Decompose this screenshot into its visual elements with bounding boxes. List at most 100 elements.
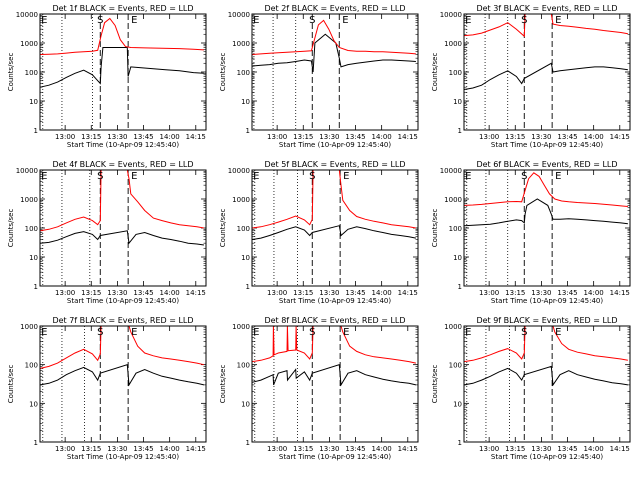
y-tick-label: 100 bbox=[25, 362, 38, 370]
x-tick-label: 13:45 bbox=[133, 133, 153, 141]
y-tick-label: 1 bbox=[246, 283, 250, 291]
chart-title: Det 6f BLACK = Events, RED = LLD bbox=[476, 160, 617, 169]
marker-e-end: E bbox=[343, 171, 349, 182]
plot-frame bbox=[39, 325, 207, 443]
marker-s: S bbox=[521, 327, 527, 338]
y-tick-label: 10000 bbox=[440, 11, 462, 19]
y-axis-label: Counts/sec bbox=[7, 209, 15, 248]
y-tick-label: 1000 bbox=[444, 323, 462, 331]
y-tick-label: 1000 bbox=[20, 323, 38, 331]
marker-s: S bbox=[521, 15, 527, 26]
events-series-line bbox=[40, 364, 205, 387]
marker-e-end: E bbox=[131, 15, 137, 26]
x-tick-label: 13:15 bbox=[293, 289, 313, 297]
y-tick-label: 1 bbox=[34, 127, 38, 135]
x-tick-label: 14:00 bbox=[584, 445, 604, 453]
y-tick-label: 10000 bbox=[16, 167, 38, 175]
x-tick-label: 13:45 bbox=[133, 289, 153, 297]
y-axis-label: Counts/sec bbox=[431, 209, 439, 248]
x-tick-label: 14:00 bbox=[584, 133, 604, 141]
y-tick-label: 1 bbox=[458, 283, 462, 291]
y-tick-label: 10000 bbox=[228, 167, 250, 175]
x-tick-label: 13:00 bbox=[479, 289, 499, 297]
plot-frame bbox=[251, 13, 419, 131]
y-tick-label: 100 bbox=[25, 69, 38, 77]
x-tick-label: 13:15 bbox=[293, 445, 313, 453]
x-tick-label: 14:15 bbox=[398, 133, 418, 141]
x-axis-label: Start Time (10-Apr-09 12:45:40) bbox=[279, 453, 391, 461]
x-tick-label: 14:00 bbox=[372, 445, 392, 453]
lld-series-line bbox=[252, 170, 416, 229]
marker-e-end: E bbox=[131, 327, 137, 338]
y-tick-label: 1 bbox=[458, 127, 462, 135]
plot-frame bbox=[463, 169, 631, 287]
marker-e-end: E bbox=[342, 15, 348, 26]
marker-e-start: E bbox=[465, 15, 471, 26]
x-axis-label: Start Time (10-Apr-09 12:45:40) bbox=[279, 297, 391, 305]
y-axis-label: Counts/sec bbox=[7, 53, 15, 92]
chart-title: Det 1f BLACK = Events, RED = LLD bbox=[52, 4, 193, 13]
x-axis-label: Start Time (10-Apr-09 12:45:40) bbox=[67, 141, 179, 149]
plot-frame bbox=[463, 325, 631, 443]
y-axis-label: Counts/sec bbox=[7, 365, 15, 404]
x-tick-label: 14:15 bbox=[398, 289, 418, 297]
lld-series-line bbox=[464, 172, 628, 207]
marker-e-start: E bbox=[465, 327, 471, 338]
x-tick-label: 13:30 bbox=[107, 289, 127, 297]
lld-series-line bbox=[40, 170, 204, 232]
marker-s: S bbox=[97, 171, 103, 182]
x-axis-label: Start Time (10-Apr-09 12:45:40) bbox=[67, 297, 179, 305]
y-tick-label: 1000 bbox=[444, 196, 462, 204]
y-tick-label: 10 bbox=[29, 254, 38, 262]
lld-series-line bbox=[464, 14, 628, 38]
x-tick-label: 13:30 bbox=[319, 445, 339, 453]
plot-frame bbox=[251, 169, 419, 287]
marker-s: S bbox=[97, 327, 103, 338]
y-tick-label: 10000 bbox=[228, 11, 250, 19]
y-tick-label: 10000 bbox=[440, 167, 462, 175]
marker-e-end: E bbox=[555, 171, 561, 182]
x-tick-label: 14:00 bbox=[160, 289, 180, 297]
y-tick-label: 1000 bbox=[232, 40, 250, 48]
x-tick-label: 14:00 bbox=[372, 289, 392, 297]
x-tick-label: 13:15 bbox=[81, 133, 101, 141]
y-axis-label: Counts/sec bbox=[219, 365, 227, 404]
marker-s: S bbox=[309, 327, 315, 338]
y-tick-label: 1000 bbox=[232, 323, 250, 331]
y-tick-label: 10 bbox=[453, 254, 462, 262]
x-tick-label: 13:30 bbox=[531, 445, 551, 453]
marker-e-end: E bbox=[555, 327, 561, 338]
y-axis-label: Counts/sec bbox=[431, 365, 439, 404]
y-tick-label: 10 bbox=[29, 98, 38, 106]
marker-e-start: E bbox=[41, 15, 47, 26]
x-tick-label: 13:15 bbox=[505, 289, 525, 297]
y-tick-label: 1 bbox=[246, 127, 250, 135]
marker-e-end: E bbox=[131, 171, 137, 182]
lld-series-line bbox=[464, 326, 628, 363]
x-tick-label: 13:15 bbox=[505, 133, 525, 141]
x-tick-label: 14:15 bbox=[610, 289, 630, 297]
marker-e-start: E bbox=[253, 327, 259, 338]
x-tick-label: 13:00 bbox=[55, 289, 75, 297]
x-tick-label: 13:00 bbox=[55, 133, 75, 141]
y-axis-label: Counts/sec bbox=[431, 53, 439, 92]
x-tick-label: 13:00 bbox=[479, 133, 499, 141]
marker-e-start: E bbox=[41, 171, 47, 182]
y-tick-label: 100 bbox=[449, 225, 462, 233]
y-tick-label: 1000 bbox=[444, 40, 462, 48]
plot-frame bbox=[39, 13, 207, 131]
events-series-line bbox=[40, 47, 204, 88]
y-tick-label: 100 bbox=[449, 69, 462, 77]
x-axis-label: Start Time (10-Apr-09 12:45:40) bbox=[491, 297, 603, 305]
y-tick-label: 1000 bbox=[20, 40, 38, 48]
x-tick-label: 13:45 bbox=[557, 133, 577, 141]
x-tick-label: 13:30 bbox=[531, 289, 551, 297]
y-tick-label: 100 bbox=[237, 362, 250, 370]
lld-series-line bbox=[252, 326, 417, 364]
x-tick-label: 13:00 bbox=[267, 289, 287, 297]
y-tick-label: 1 bbox=[458, 439, 462, 447]
marker-e-start: E bbox=[253, 15, 259, 26]
chart-title: Det 5f BLACK = Events, RED = LLD bbox=[264, 160, 405, 169]
x-tick-label: 14:15 bbox=[610, 445, 630, 453]
